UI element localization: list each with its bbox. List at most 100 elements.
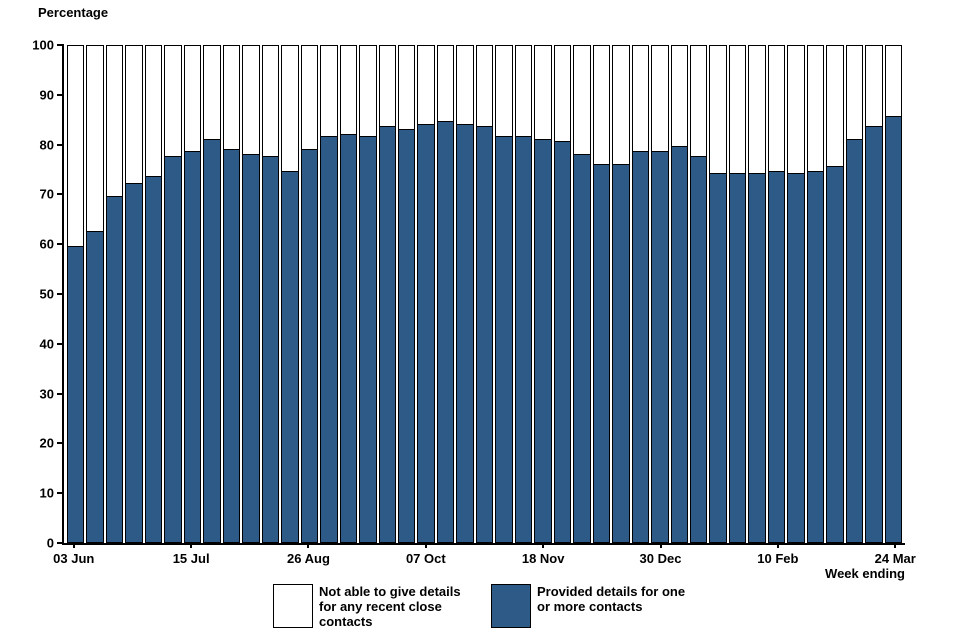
bar-segment-not-able: [417, 45, 435, 125]
stacked-bar: [690, 45, 708, 543]
bar-segment-provided: [767, 171, 786, 543]
y-axis-title: Percentage: [38, 5, 109, 20]
stacked-bar: [826, 45, 844, 543]
y-tick-mark: [57, 542, 64, 544]
legend-item-not-able: Not able to give details for any recent …: [273, 584, 469, 630]
stacked-bar: [144, 45, 163, 543]
legend-swatch-provided: [491, 584, 531, 628]
stacked-bar: [261, 45, 280, 543]
y-tick-mark: [57, 93, 64, 96]
bar-segment-provided: [86, 231, 104, 543]
stacked-bar: [203, 45, 221, 543]
y-tick-mark: [57, 293, 64, 295]
legend-swatch-not-able: [273, 584, 313, 628]
bar-segment-provided: [203, 139, 221, 543]
legend-label-provided: Provided details for one or more contact…: [537, 584, 686, 614]
y-tick-mark: [57, 44, 64, 46]
bar-segment-provided: [242, 154, 260, 543]
stacked-bar: [612, 45, 630, 543]
bar-segment-provided: [125, 184, 143, 543]
x-tick-mark: [542, 543, 545, 548]
bar-segment-not-able: [767, 45, 786, 172]
bar-segment-provided: [378, 127, 396, 543]
stacked-bar: [320, 45, 338, 543]
bar-segment-not-able: [690, 45, 708, 158]
x-tick-mark: [72, 543, 75, 548]
bar-segment-provided: [397, 129, 416, 543]
bar-segment-not-able: [261, 45, 280, 158]
stacked-bar: [417, 45, 435, 543]
bar-segment-not-able: [845, 45, 864, 140]
bar-segment-provided: [144, 176, 163, 543]
stacked-bar: [651, 45, 669, 543]
bar-segment-not-able: [67, 45, 85, 247]
x-tick-mark: [894, 543, 897, 548]
y-tick-mark: [57, 492, 64, 495]
stacked-bar: [884, 45, 903, 543]
bar-segment-not-able: [592, 45, 611, 165]
bar-segment-not-able: [164, 45, 182, 158]
stacked-bar: [397, 45, 416, 543]
bar-segment-provided: [845, 139, 864, 543]
y-tick-mark: [57, 392, 64, 395]
bar-segment-not-able: [339, 45, 358, 135]
bar-segment-provided: [417, 124, 435, 543]
bar-segment-not-able: [281, 45, 299, 172]
bar-segment-provided: [359, 137, 377, 543]
bar-segment-not-able: [651, 45, 669, 153]
bar-segment-not-able: [183, 45, 202, 153]
bar-segment-not-able: [300, 45, 319, 150]
bar-segment-provided: [592, 164, 611, 543]
bar-segment-provided: [806, 171, 825, 543]
bar-segment-provided: [612, 164, 630, 543]
y-tick-label: 60: [39, 236, 54, 252]
bar-segment-not-able: [514, 45, 533, 138]
y-tick-mark: [57, 193, 64, 196]
x-tick-mark: [307, 543, 310, 548]
bar-segment-provided: [631, 152, 650, 543]
bar-segment-not-able: [748, 45, 766, 175]
y-tick-label: 90: [39, 87, 54, 103]
y-tick-label: 40: [39, 336, 54, 352]
bar-segment-not-able: [612, 45, 630, 165]
bar-segment-provided: [281, 171, 299, 543]
bar-segment-not-able: [320, 45, 338, 138]
bar-segment-not-able: [728, 45, 747, 175]
bar-segment-not-able: [378, 45, 396, 128]
bar-segment-not-able: [475, 45, 494, 128]
bars-container: [64, 45, 905, 543]
bar-segment-not-able: [105, 45, 124, 197]
x-tick-label: 15 Jul: [172, 551, 210, 566]
bar-segment-provided: [261, 157, 280, 543]
stacked-bar: [67, 45, 85, 543]
bar-segment-not-able: [436, 45, 455, 123]
bar-segment-not-able: [884, 45, 903, 118]
x-tick-label: 07 Oct: [405, 551, 446, 566]
y-tick-label: 0: [46, 535, 54, 551]
bar-segment-not-able: [86, 45, 104, 232]
bar-segment-provided: [514, 137, 533, 543]
stacked-bar: [183, 45, 202, 543]
stacked-bar: [709, 45, 727, 543]
stacked-bar: [514, 45, 533, 543]
stacked-bar: [670, 45, 688, 543]
x-tick-label: 24 Mar: [874, 551, 916, 566]
stacked-bar: [105, 45, 124, 543]
x-axis-title: Week ending: [825, 566, 905, 581]
bar-segment-provided: [105, 196, 124, 543]
bar-segment-not-able: [826, 45, 844, 167]
bar-segment-provided: [67, 246, 85, 543]
bar-segment-not-able: [631, 45, 650, 153]
bar-segment-not-able: [573, 45, 591, 155]
bar-segment-not-able: [787, 45, 805, 175]
stacked-bar: [378, 45, 396, 543]
stacked-bar: [631, 45, 650, 543]
bar-segment-not-able: [359, 45, 377, 138]
stacked-bar: [592, 45, 611, 543]
stacked-bar: [728, 45, 747, 543]
legend-label-not-able: Not able to give details for any recent …: [319, 584, 461, 629]
stacked-bar: [436, 45, 455, 543]
stacked-bar: [534, 45, 552, 543]
x-tick-label: 10 Feb: [757, 551, 799, 566]
